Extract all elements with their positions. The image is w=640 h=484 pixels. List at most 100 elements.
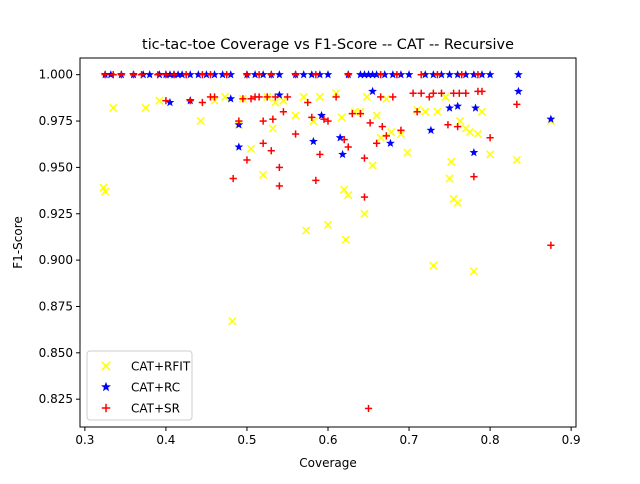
- data-point: [403, 148, 412, 157]
- data-point: [478, 87, 486, 95]
- data-point: [269, 115, 277, 123]
- x-tick-label: 0.8: [481, 433, 500, 447]
- data-point: [226, 94, 236, 103]
- data-point: [421, 107, 430, 116]
- data-point: [380, 70, 390, 79]
- data-point: [185, 70, 195, 79]
- data-point: [420, 70, 430, 79]
- data-point: [377, 93, 385, 101]
- data-point: [453, 70, 463, 79]
- y-tick-label: 0.900: [39, 253, 73, 267]
- data-point: [320, 115, 328, 123]
- data-point: [387, 128, 396, 137]
- data-point: [372, 111, 381, 120]
- data-point: [255, 93, 263, 101]
- data-point: [454, 123, 462, 131]
- y-tick-label: 0.925: [39, 207, 73, 221]
- data-point: [433, 107, 442, 116]
- data-point: [461, 70, 471, 79]
- y-axis-label: F1-Score: [11, 216, 25, 268]
- data-point: [312, 71, 320, 79]
- data-point: [396, 129, 406, 139]
- data-point: [309, 116, 318, 126]
- data-point: [239, 95, 247, 103]
- data-point: [417, 89, 425, 97]
- data-point: [344, 71, 352, 79]
- data-point: [386, 138, 395, 148]
- data-point: [220, 92, 230, 102]
- data-point: [258, 70, 268, 79]
- y-tick-label: 0.850: [39, 346, 73, 360]
- data-point: [393, 71, 401, 79]
- data-point: [141, 103, 150, 113]
- data-point: [193, 70, 203, 79]
- y-tick-label: 0.875: [39, 299, 73, 313]
- data-point: [364, 404, 373, 413]
- x-tick-label: 0.5: [237, 433, 256, 447]
- data-point: [485, 70, 495, 79]
- data-point: [198, 71, 206, 79]
- data-point: [117, 71, 125, 79]
- data-point: [275, 182, 283, 190]
- y-tick-label: 0.975: [39, 114, 73, 128]
- data-point: [100, 187, 110, 196]
- legend-item: CAT+SR: [101, 402, 180, 416]
- data-point: [155, 96, 164, 105]
- data-point: [477, 107, 487, 116]
- data-point: [315, 70, 325, 79]
- data-point: [404, 70, 414, 79]
- data-point: [413, 108, 421, 116]
- data-point: [210, 96, 219, 105]
- data-point: [332, 93, 340, 101]
- data-point: [470, 173, 478, 181]
- data-point: [469, 267, 479, 276]
- legend-marker: [101, 381, 111, 392]
- data-point: [437, 70, 446, 79]
- data-point: [469, 70, 479, 79]
- data-point: [453, 198, 462, 207]
- data-point: [165, 70, 175, 79]
- data-point: [331, 89, 341, 98]
- x-tick-label: 0.3: [75, 433, 94, 447]
- data-point: [271, 93, 279, 101]
- data-point: [437, 89, 446, 97]
- data-point: [397, 126, 405, 134]
- data-point: [162, 97, 170, 105]
- x-tick-label: 0.4: [156, 433, 175, 447]
- data-point: [316, 150, 324, 159]
- data-point: [368, 161, 377, 170]
- data-point: [210, 93, 219, 101]
- data-point: [356, 70, 365, 79]
- legend-frame: [86, 350, 193, 421]
- data-point: [474, 71, 482, 79]
- data-point: [170, 71, 178, 79]
- data-point: [186, 97, 194, 105]
- data-point: [335, 133, 345, 142]
- x-tick-label: 0.9: [562, 433, 581, 447]
- data-point: [425, 93, 433, 101]
- data-point: [341, 235, 350, 244]
- data-point: [382, 132, 390, 140]
- data-point: [426, 125, 436, 135]
- legend: CAT+RFIT CAT+RC CAT+SR: [86, 350, 193, 421]
- data-point: [304, 98, 312, 107]
- data-point: [309, 136, 318, 146]
- data-point: [259, 117, 267, 125]
- data-point: [206, 71, 215, 79]
- data-point: [198, 98, 206, 107]
- data-point: [455, 89, 463, 97]
- data-point: [485, 150, 495, 159]
- data-point: [373, 139, 381, 147]
- data-point: [368, 70, 377, 79]
- data-point: [243, 156, 251, 164]
- data-point: [235, 117, 243, 125]
- data-point: [268, 124, 278, 133]
- legend-item: CAT+RFIT: [101, 360, 191, 374]
- data-point: [165, 97, 175, 107]
- y-tick-label: 1.000: [39, 68, 73, 82]
- data-point: [223, 71, 231, 79]
- data-point: [234, 142, 244, 151]
- data-point: [388, 70, 398, 79]
